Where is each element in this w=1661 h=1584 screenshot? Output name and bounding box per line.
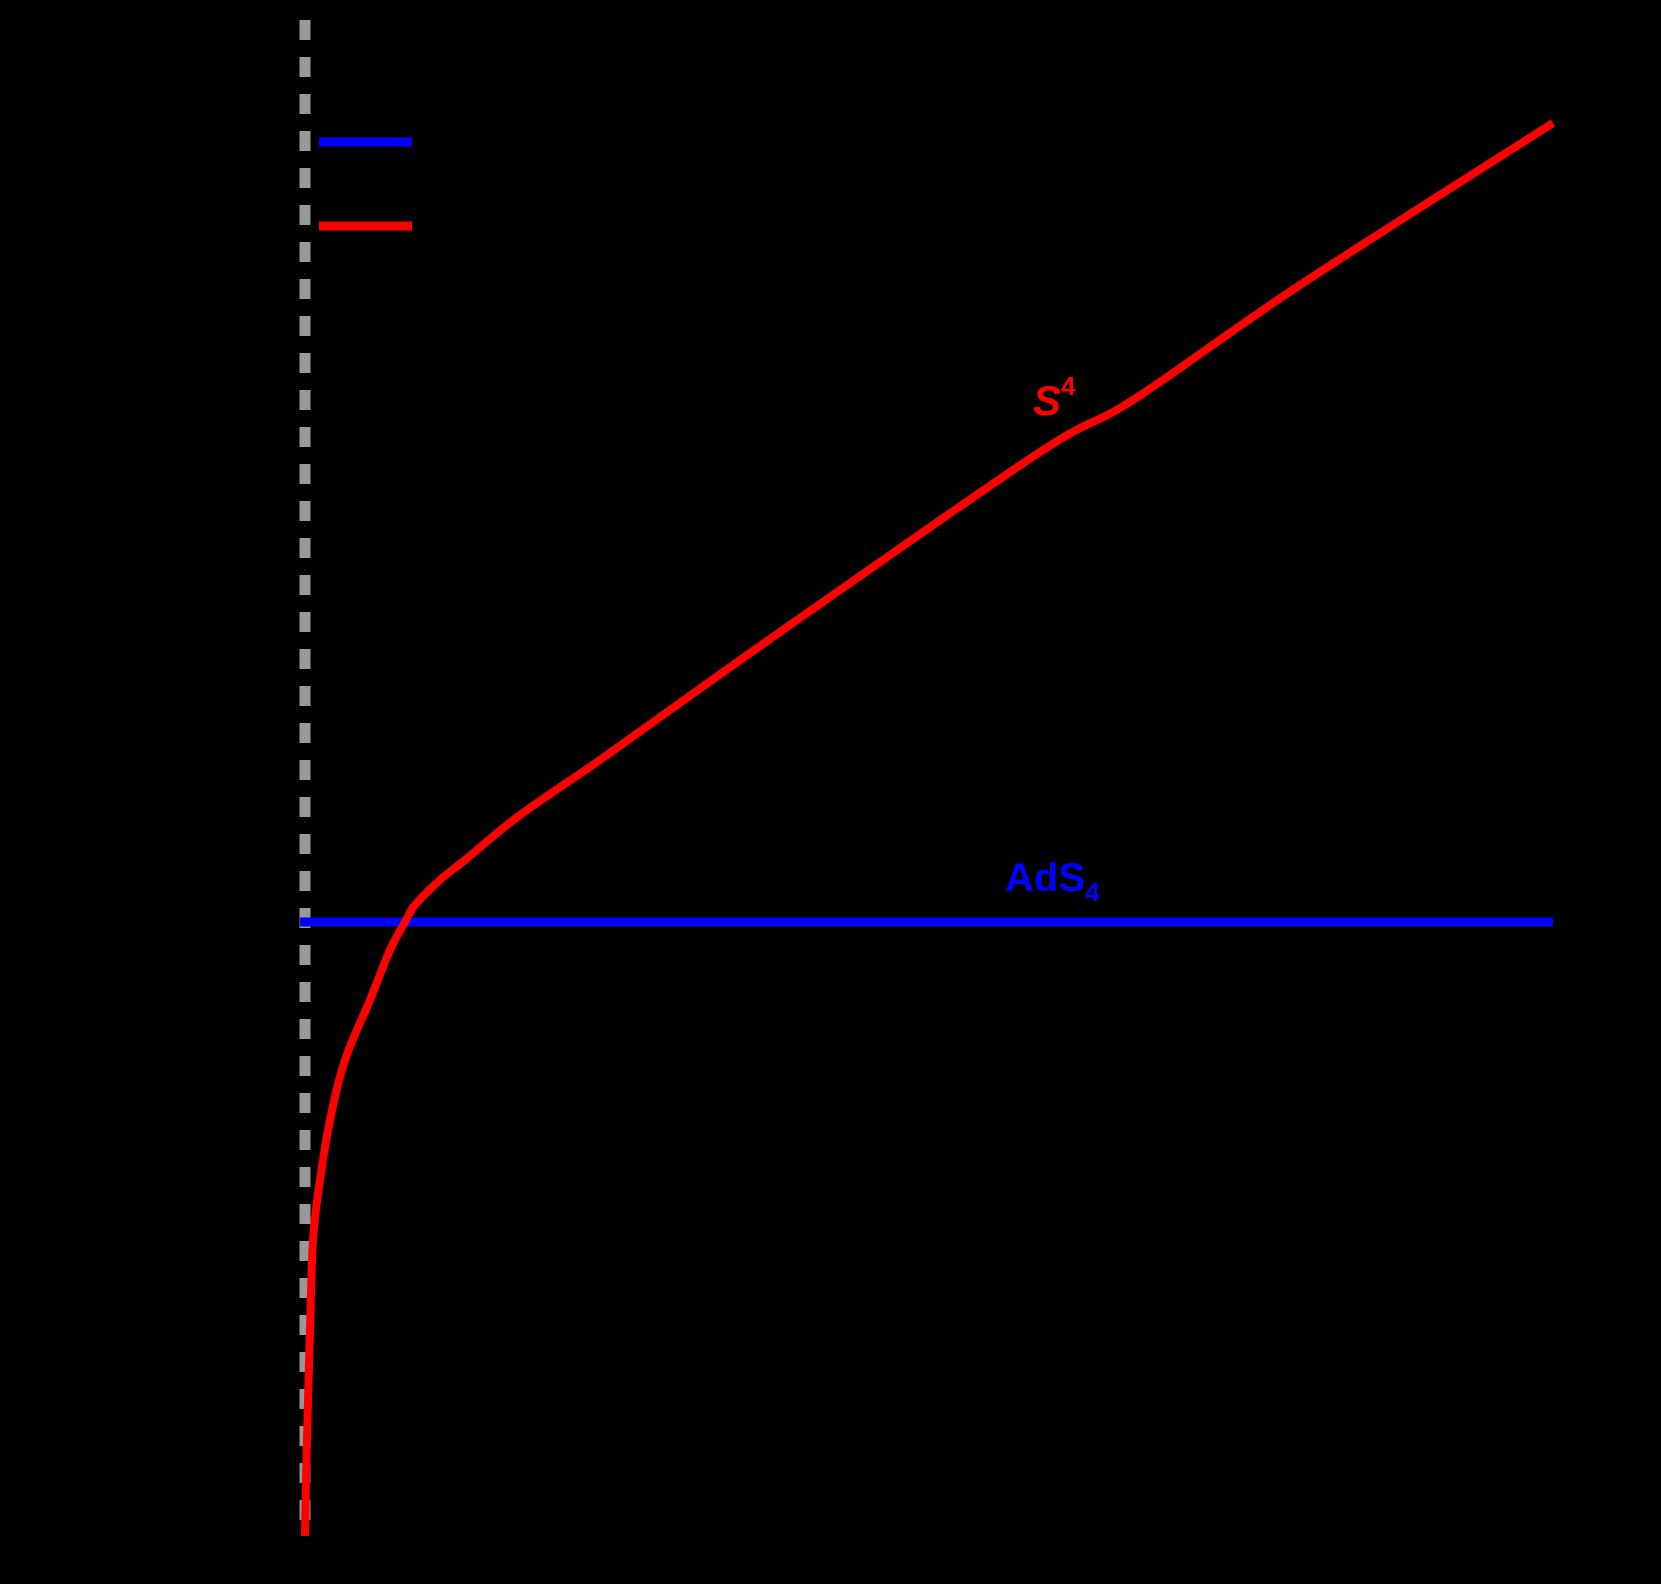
legend [319, 137, 412, 231]
ads4-series-label: AdS4 [1005, 856, 1099, 907]
s4-label-main: S [1033, 377, 1062, 424]
ads4-label-sub: 4 [1085, 877, 1100, 907]
s4-series-label: S4 [1033, 371, 1075, 425]
ads4-label-main: AdS [1005, 856, 1085, 900]
s4-series-curve [301, 119, 1556, 1537]
s4-label-sup: 4 [1061, 371, 1076, 401]
